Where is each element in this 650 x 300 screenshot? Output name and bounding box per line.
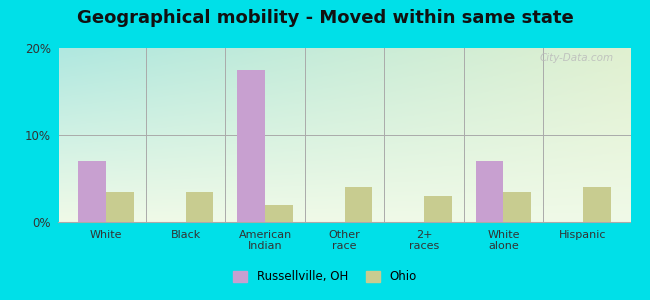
- Bar: [265, 205, 293, 222]
- Bar: [186, 191, 213, 222]
- Bar: [106, 191, 134, 222]
- Bar: [344, 187, 372, 222]
- Bar: [237, 70, 265, 222]
- Bar: [424, 196, 452, 222]
- Text: City-Data.com: City-Data.com: [540, 53, 614, 63]
- Text: Geographical mobility - Moved within same state: Geographical mobility - Moved within sam…: [77, 9, 573, 27]
- Bar: [503, 191, 531, 222]
- Bar: [583, 187, 610, 222]
- Legend: Russellville, OH, Ohio: Russellville, OH, Ohio: [229, 266, 421, 288]
- Bar: [476, 161, 503, 222]
- Bar: [79, 161, 106, 222]
